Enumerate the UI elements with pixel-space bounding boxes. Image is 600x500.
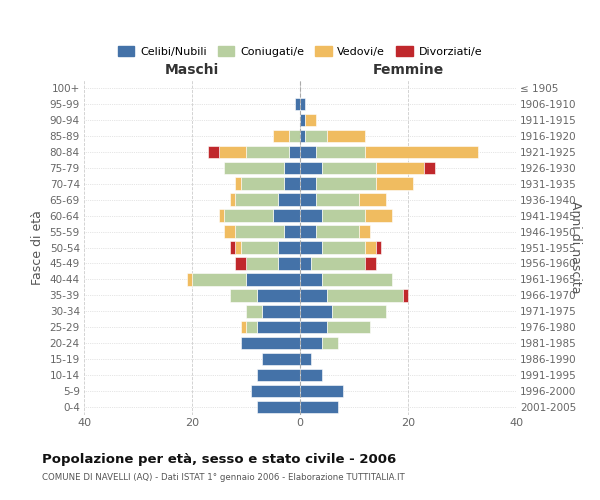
Bar xyxy=(359,194,386,206)
Bar xyxy=(235,242,241,254)
Bar xyxy=(278,242,300,254)
Bar xyxy=(359,226,370,238)
Bar xyxy=(257,369,300,382)
Bar xyxy=(289,130,300,142)
Bar xyxy=(235,178,241,190)
Bar xyxy=(300,401,338,413)
Text: Maschi: Maschi xyxy=(165,63,219,77)
Bar xyxy=(327,289,403,302)
Y-axis label: Anni di nascita: Anni di nascita xyxy=(569,201,583,294)
Bar xyxy=(300,162,322,174)
Bar xyxy=(403,289,408,302)
Bar xyxy=(241,337,300,349)
Bar xyxy=(289,146,300,158)
Bar xyxy=(246,146,289,158)
Bar xyxy=(230,194,235,206)
Bar xyxy=(262,353,300,366)
Bar xyxy=(300,226,316,238)
Bar xyxy=(246,257,278,270)
Bar xyxy=(365,257,376,270)
Bar xyxy=(241,178,284,190)
Bar xyxy=(300,242,322,254)
Bar xyxy=(365,146,478,158)
Bar xyxy=(246,321,257,334)
Bar xyxy=(284,178,300,190)
Bar xyxy=(224,210,273,222)
Bar xyxy=(300,114,305,126)
Bar xyxy=(284,162,300,174)
Bar xyxy=(257,289,300,302)
Bar xyxy=(187,273,192,285)
Bar xyxy=(192,273,246,285)
Text: Femmine: Femmine xyxy=(373,63,443,77)
Bar xyxy=(295,98,300,110)
Bar xyxy=(365,210,392,222)
Bar xyxy=(376,242,381,254)
Bar xyxy=(257,401,300,413)
Bar xyxy=(300,289,327,302)
Bar xyxy=(332,305,386,318)
Bar xyxy=(300,257,311,270)
Bar xyxy=(241,242,278,254)
Bar xyxy=(322,210,365,222)
Bar xyxy=(300,273,322,285)
Bar xyxy=(316,146,365,158)
Bar xyxy=(235,194,278,206)
Bar xyxy=(273,130,289,142)
Bar xyxy=(300,178,316,190)
Bar xyxy=(316,194,359,206)
Bar xyxy=(300,385,343,398)
Bar xyxy=(376,178,413,190)
Bar xyxy=(224,226,235,238)
Bar xyxy=(305,130,327,142)
Bar xyxy=(300,369,322,382)
Bar xyxy=(327,321,370,334)
Text: COMUNE DI NAVELLI (AQ) - Dati ISTAT 1° gennaio 2006 - Elaborazione TUTTITALIA.IT: COMUNE DI NAVELLI (AQ) - Dati ISTAT 1° g… xyxy=(42,472,405,482)
Bar xyxy=(300,353,311,366)
Bar xyxy=(327,130,365,142)
Bar xyxy=(246,273,300,285)
Bar xyxy=(322,242,365,254)
Bar xyxy=(316,178,376,190)
Bar xyxy=(241,321,246,334)
Bar xyxy=(376,162,424,174)
Bar xyxy=(219,146,246,158)
Bar xyxy=(262,305,300,318)
Bar xyxy=(300,305,332,318)
Bar xyxy=(300,146,316,158)
Bar xyxy=(273,210,300,222)
Bar xyxy=(224,162,284,174)
Bar xyxy=(316,226,359,238)
Bar xyxy=(300,210,322,222)
Bar xyxy=(284,226,300,238)
Bar xyxy=(424,162,435,174)
Bar xyxy=(251,385,300,398)
Bar xyxy=(300,194,316,206)
Bar xyxy=(257,321,300,334)
Bar xyxy=(300,337,322,349)
Bar xyxy=(219,210,224,222)
Bar xyxy=(278,194,300,206)
Bar xyxy=(322,273,392,285)
Bar xyxy=(235,226,284,238)
Bar xyxy=(246,305,262,318)
Text: Popolazione per età, sesso e stato civile - 2006: Popolazione per età, sesso e stato civil… xyxy=(42,452,396,466)
Bar xyxy=(235,257,246,270)
Bar xyxy=(208,146,219,158)
Bar xyxy=(230,242,235,254)
Bar xyxy=(305,114,316,126)
Bar xyxy=(300,321,327,334)
Bar xyxy=(322,337,338,349)
Bar xyxy=(311,257,365,270)
Bar xyxy=(300,98,305,110)
Bar xyxy=(365,242,376,254)
Bar xyxy=(300,130,305,142)
Bar xyxy=(322,162,376,174)
Legend: Celibi/Nubili, Coniugati/e, Vedovi/e, Divorziati/e: Celibi/Nubili, Coniugati/e, Vedovi/e, Di… xyxy=(113,42,487,62)
Y-axis label: Fasce di età: Fasce di età xyxy=(31,210,44,285)
Bar xyxy=(278,257,300,270)
Bar xyxy=(230,289,257,302)
